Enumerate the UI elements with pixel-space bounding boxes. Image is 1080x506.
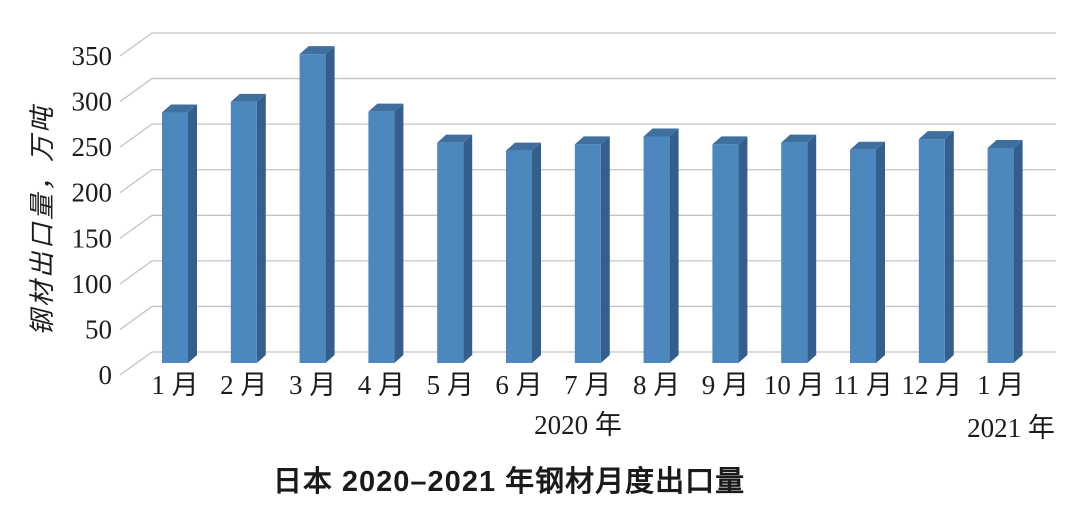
bar-front-face [437,142,464,363]
x-tick-label-12: 12 月 [901,370,962,400]
gridline-0 [119,351,1056,376]
bar-side-face [600,136,610,363]
bar-7-7月 [574,136,610,363]
bar-top-face [506,142,541,151]
bar-9-9月 [712,136,748,363]
y-tick-label-100: 100 [72,269,113,299]
bar-front-face [574,144,601,363]
bar-side-face [394,103,404,363]
x-axis-group-label-2021: 2021 年 [967,413,1055,443]
x-tick-label-13: 1 月 [977,370,1024,400]
x-tick-label-3: 3 月 [289,370,336,400]
gridline-200 [119,169,1056,194]
bar-top-face [368,103,404,112]
bar-side-face [1013,139,1023,363]
bar-1-1月 [162,104,197,364]
x-tick-label-10: 10 月 [764,370,825,400]
bar-side-face [876,141,885,363]
x-tick-label-1: 1 月 [151,370,198,400]
bar-front-face [987,147,1014,363]
bar-top-face [643,128,679,137]
bar-front-face [918,139,945,363]
bar-top-face [437,134,473,143]
x-tick-label-5: 5 月 [427,370,474,400]
bar-top-face [987,139,1023,148]
bar-5-5月 [437,134,473,363]
chart-title: 日本 2020–2021 年钢材月度出口量 [272,466,746,498]
x-tick-label-11: 11 月 [833,370,893,400]
y-tick-label-250: 250 [72,132,113,162]
bar-11-11月 [850,141,885,363]
bar-top-face [574,136,610,145]
bar-side-face [532,142,541,363]
bar-side-face [669,128,679,363]
bar-side-face [188,104,197,364]
y-tick-label-50: 50 [85,314,112,344]
x-tick-label-4: 4 月 [358,370,405,400]
bar-front-face [781,142,808,363]
bar-front-face [850,149,876,363]
bar-top-face [162,104,197,113]
bar-side-face [738,136,748,363]
bar-10-10月 [781,134,817,363]
bar-front-face [230,101,257,364]
y-tick-label-300: 300 [72,87,113,117]
x-axis-group-label-2020: 2020 年 [534,410,622,440]
bar-side-face [463,134,473,363]
bar-side-face [325,46,335,363]
bar-front-face [506,150,532,363]
bar-front-face [368,111,395,363]
bar-side-face [944,131,954,363]
bar-top-face [781,134,817,143]
bar-12-12月 [918,131,954,363]
bar-2-2月 [230,93,266,364]
bar-front-face [299,54,326,363]
x-tick-label-6: 6 月 [495,370,542,400]
x-tick-label-7: 7 月 [564,370,611,400]
gridline-300 [119,77,1056,103]
gridline-350 [119,32,1056,57]
y-tick-label-350: 350 [72,41,113,71]
gridline-50 [119,305,1056,330]
bar-top-face [918,131,954,140]
bar-4-4月 [368,103,404,363]
gridline-250 [119,123,1056,148]
y-tick-label-200: 200 [72,178,113,208]
bar-side-face [807,134,817,363]
y-tick-label-0: 0 [99,360,113,390]
bar-top-face [712,136,748,145]
bar-6-6月 [506,142,541,363]
bar-top-face [850,141,885,150]
bar-top-face [230,93,266,102]
gridline-100 [119,260,1056,285]
bar-front-face [162,112,188,363]
bar-front-face [712,144,739,363]
bar-front-face [643,136,670,363]
gridline-150 [119,214,1056,239]
bar-3-3月 [299,46,335,363]
bar-side-face [256,93,266,364]
y-tick-label-150: 150 [72,223,113,253]
bar-13-1月 [987,139,1023,363]
x-tick-label-2: 2 月 [220,370,267,400]
bar-chart-plot-area: 0 50 100 150 200 250 300 350 1 月 2 月 3 月 4 月 5 月 6 月 7… [72,32,1056,400]
x-tick-label-9: 9 月 [702,370,749,400]
x-tick-label-8: 8 月 [633,370,680,400]
bar-top-face [299,46,335,55]
bar-8-8月 [643,128,679,363]
